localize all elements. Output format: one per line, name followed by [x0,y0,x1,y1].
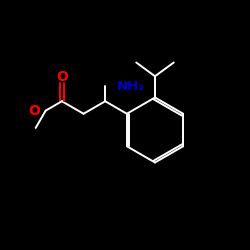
Text: O: O [28,104,40,118]
Text: NH₂: NH₂ [116,80,144,93]
Text: O: O [56,70,68,84]
